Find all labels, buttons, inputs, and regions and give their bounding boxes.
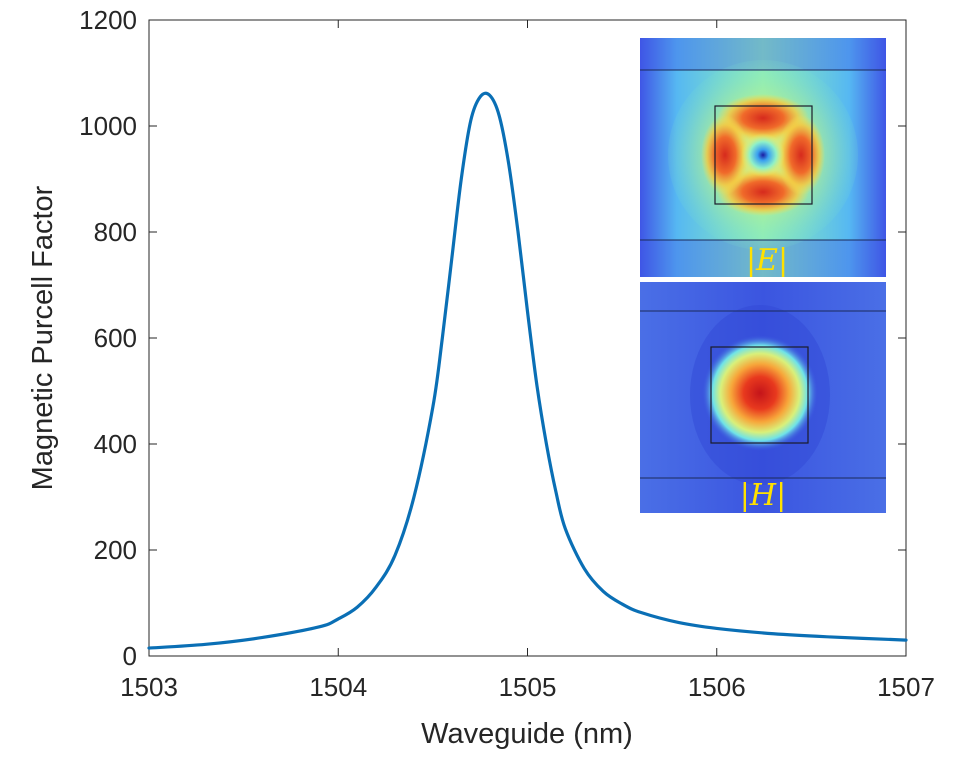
purcell-curve-line (147, 91, 908, 650)
y-tick-label: 200 (94, 535, 137, 565)
y-tick-label: 400 (94, 429, 137, 459)
inset-electric-field-map: |E| (640, 38, 886, 278)
y-tick-label: 0 (123, 641, 137, 671)
y-tick-label: 800 (94, 217, 137, 247)
x-tick-label: 1504 (309, 672, 367, 702)
x-tick-label: 1506 (688, 672, 746, 702)
inset-magnetic-label: |H| (740, 478, 786, 513)
y-axis-ticks: 0 200 400 600 800 1000 1200 (79, 5, 906, 671)
x-tick-label: 1503 (120, 672, 178, 702)
inset-magnetic-field-map: |H| (640, 282, 886, 513)
x-tick-label: 1507 (877, 672, 935, 702)
x-axis-ticks: 1503 1504 1505 1506 1507 (120, 20, 935, 702)
y-tick-label: 1000 (79, 111, 137, 141)
y-tick-label: 600 (94, 323, 137, 353)
inset-electric-label: |E| (746, 243, 788, 278)
x-tick-label: 1505 (499, 672, 557, 702)
x-axis-title: Waveguide (nm) (421, 718, 633, 750)
y-tick-label: 1200 (79, 5, 137, 35)
y-axis-title: Magnetic Purcell Factor (27, 185, 59, 490)
